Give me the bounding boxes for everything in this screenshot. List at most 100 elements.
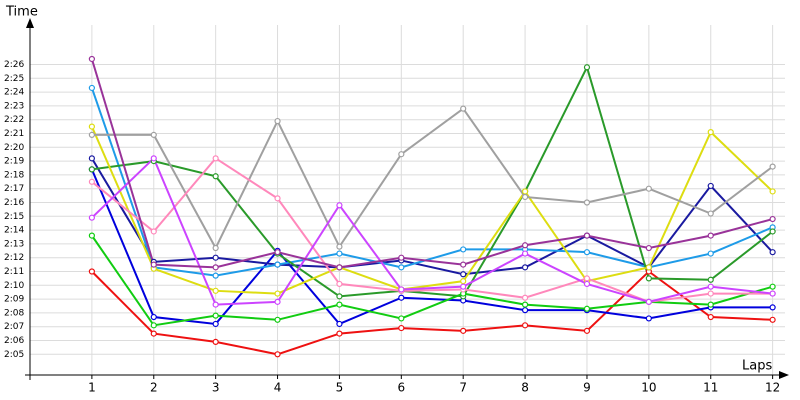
x-tick-label: 11 [703,381,718,395]
point [769,215,776,223]
point [150,261,157,268]
y-tick-label: 2:17 [4,184,24,194]
point [88,84,95,92]
y-axis-label: Time [5,5,38,20]
point [769,316,776,323]
point [583,64,591,71]
y-tick-label: 2:15 [4,212,24,222]
point [150,155,157,162]
point [521,188,529,195]
point [460,246,467,253]
point [88,166,95,173]
point [212,173,219,180]
point [707,301,714,308]
point [398,315,405,322]
y-tick-label: 2:23 [4,101,24,111]
point [274,195,281,202]
point [212,301,219,308]
point [88,214,95,221]
point [583,199,591,206]
point [769,290,776,297]
series-line [91,156,773,306]
x-tick-label: 10 [641,381,656,395]
point [583,232,591,239]
y-tick-label: 2:13 [4,239,24,249]
point [274,117,281,125]
point [521,301,529,308]
point [274,249,281,256]
point [769,163,776,170]
y-tick-label: 2:09 [4,295,24,305]
point [336,293,343,300]
point [460,271,467,278]
point [645,185,652,192]
point [645,264,652,271]
point [212,244,219,252]
x-tick-label: 8 [521,381,529,395]
y-tick-label: 2:16 [4,198,24,208]
point [336,243,343,250]
x-tick-label: 1 [88,381,96,395]
point [336,301,343,308]
point [583,305,591,312]
point [460,283,467,290]
point [88,155,95,162]
point [212,272,219,279]
point [645,244,652,252]
point [707,283,714,290]
point [707,313,714,321]
point [336,264,343,271]
x-tick-label: 4 [274,381,282,395]
y-tick-label: 2:24 [4,88,24,98]
series-line [90,126,774,295]
point [88,123,95,130]
point [398,264,405,271]
series-line [90,168,773,326]
point [212,264,219,271]
series-line [91,64,774,298]
point [274,298,281,305]
series-line [90,87,774,277]
point [212,254,219,261]
point [583,275,591,282]
point [521,250,529,257]
y-axis-arrow [26,18,34,28]
point [521,294,529,301]
x-tick-label: 6 [397,381,405,395]
y-tick-label: 2:21 [4,129,24,139]
point [707,250,714,257]
point [707,182,714,190]
point [583,249,591,256]
point [88,131,95,138]
point [336,330,343,337]
point [336,280,343,288]
x-tick-label: 7 [459,381,467,395]
series-line [91,157,773,303]
point [460,327,467,334]
point [583,327,591,334]
point [150,313,157,321]
y-tick-label: 2:18 [4,170,24,180]
point [150,330,157,337]
series-line [91,157,774,276]
point [398,254,405,261]
point [274,316,281,323]
point [521,322,529,329]
x-tick-label: 12 [765,381,780,395]
point [521,264,529,271]
y-tick-label: 2:10 [4,281,24,291]
point [398,286,405,293]
point [521,193,529,201]
series-line [90,58,773,269]
y-tick-label: 2:26 [4,60,24,70]
point [707,210,714,217]
point [769,188,776,195]
point [398,151,405,158]
point [212,287,219,294]
y-tick-label: 2:06 [4,336,24,346]
point [88,178,95,185]
y-tick-label: 2:20 [4,143,24,153]
y-tick-label: 2:05 [4,350,24,360]
x-tick-label: 5 [336,381,344,395]
